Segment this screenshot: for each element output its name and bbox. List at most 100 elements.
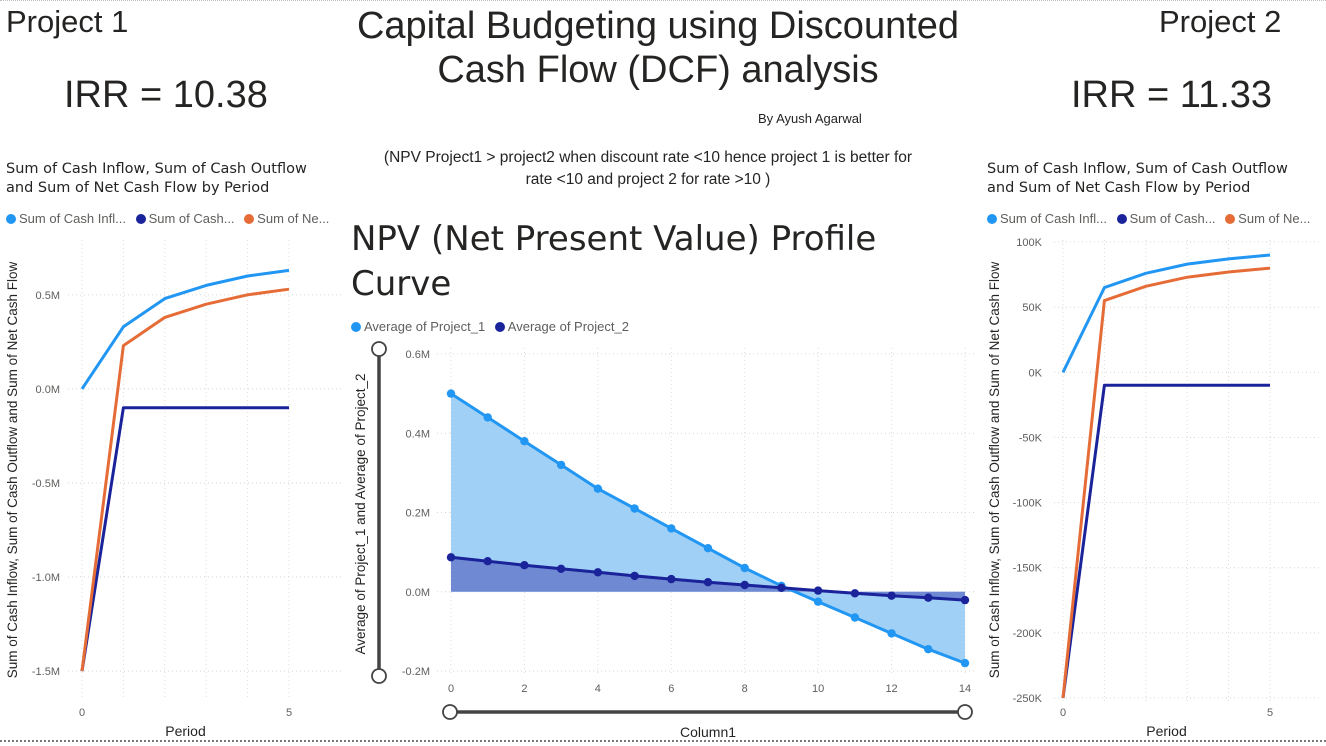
x-tick-label: 0 [448, 683, 454, 695]
page-title: Capital Budgeting using Discounted Cash … [340, 4, 976, 92]
x-tick-label: 5 [286, 707, 292, 719]
y-tick-label: -1.5M [32, 666, 60, 678]
legend-dot [135, 214, 146, 224]
project1-legend[interactable]: Sum of Cash Infl... Sum of Cash... Sum o… [6, 211, 335, 226]
data-point [850, 589, 860, 598]
x-axis-title: Period [165, 723, 205, 739]
npv-chart-title-line2: Curve [351, 264, 452, 304]
x-zoom-slider-handle[interactable] [957, 704, 973, 720]
project2-irr: IRR = 11.33 [1071, 74, 1273, 116]
project2-legend[interactable]: Sum of Cash Infl... Sum of Cash... Sum o… [987, 211, 1316, 226]
x-tick-label: 5 [1267, 707, 1273, 719]
npv-chart-title-line1: NPV (Net Present Value) Profile [351, 219, 877, 259]
project2-chart-title-line2: and Sum of Net Cash Flow by Period [987, 180, 1251, 196]
legend-item-net[interactable]: Sum of Ne... [244, 211, 329, 226]
series-line [80, 406, 289, 672]
npv-profile-chart[interactable]: -0.2M 0.0M 0.2M 0.4M 0.6M 0 2 4 6 8 10 12 14 Column1 A… [345, 336, 980, 741]
top-border [0, 0, 1326, 1]
y-tick-label: -1.0M [32, 572, 60, 584]
data-point [630, 571, 639, 581]
npv-legend[interactable]: Average of Project_1 Average of Project_… [351, 319, 635, 334]
y-tick-label: -50K [1019, 432, 1043, 444]
data-point [483, 413, 492, 422]
legend-item-project2[interactable]: Average of Project_2 [494, 319, 629, 334]
data-point [924, 593, 933, 602]
legend-label: Sum of Ne... [257, 211, 330, 226]
legend-item-outflow[interactable]: Sum of Cash... [1116, 211, 1216, 226]
y-tick-label: 50K [1022, 302, 1042, 314]
data-point [924, 645, 933, 654]
legend-item-inflow[interactable]: Sum of Cash Infl... [6, 211, 126, 226]
analysis-note-line1: (NPV Project1 > project2 when discount r… [383, 149, 913, 166]
project1-cashflow-chart[interactable]: -1.5M -1.0M -0.5M 0.0M 0.5M 0 5 Period Sum of Ca… [0, 230, 345, 742]
analysis-note-line2: rate <10 and project 2 for rate >10 ) [525, 171, 771, 188]
legend-dot [494, 322, 505, 332]
legend-dot [987, 214, 997, 224]
author: By Ayush Agarwal [758, 111, 862, 126]
y-tick-label: 0.0M [406, 587, 430, 599]
x-tick-label: 10 [812, 683, 824, 695]
x-tick-label: 0 [79, 707, 85, 719]
project1-chart-title: Sum of Cash Inflow, Sum of Cash Outflow … [6, 160, 336, 198]
y-axis-title: Average of Project_1 and Average of Proj… [353, 374, 368, 655]
legend-label: Sum of Cash... [1129, 211, 1216, 226]
x-tick-label: 0 [1060, 707, 1066, 719]
y-tick-label: -100K [1013, 498, 1043, 510]
legend-item-inflow[interactable]: Sum of Cash Infl... [987, 211, 1107, 226]
data-point [593, 568, 603, 577]
data-point [520, 561, 529, 570]
page-title-line2: Cash Flow (DCF) analysis [437, 49, 879, 91]
y-tick-label: -200K [1013, 628, 1043, 640]
legend-dot [6, 214, 16, 224]
legend-label: Sum of Cash Infl... [19, 211, 126, 226]
project2-chart-title-line1: Sum of Cash Inflow, Sum of Cash Outflow [987, 161, 1288, 177]
legend-dot [244, 214, 255, 224]
x-zoom-slider-handle[interactable] [442, 704, 458, 720]
data-point [446, 389, 456, 398]
series-line [80, 268, 290, 390]
y-tick-label: 0.6M [406, 349, 430, 361]
y-axis-title: Sum of Cash Inflow, Sum of Cash Outflow … [987, 262, 1002, 679]
x-tick-label: 6 [668, 683, 674, 695]
project2-cashflow-chart[interactable]: -250K -200K -150K -100K -50K 0K 50K 100K 0 5 Perio… [982, 230, 1326, 742]
data-point [887, 591, 896, 600]
data-point [593, 484, 603, 493]
y-tick-label: 0.0M [36, 384, 60, 396]
legend-dot [1116, 214, 1127, 224]
data-point [887, 629, 896, 638]
y-tick-label: 100K [1016, 237, 1042, 249]
y-tick-label: -0.2M [402, 666, 430, 678]
y-axis-title: Sum of Cash Inflow, Sum of Cash Outflow … [5, 262, 20, 679]
legend-item-net[interactable]: Sum of Ne... [1225, 211, 1310, 226]
data-point [520, 437, 529, 446]
x-tick-label: 14 [959, 683, 971, 695]
legend-label: Average of Project_2 [507, 319, 629, 334]
project1-irr: IRR = 10.38 [64, 74, 268, 116]
legend-label: Sum of Cash Infl... [1000, 211, 1107, 226]
data-point [446, 553, 456, 562]
legend-item-outflow[interactable]: Sum of Cash... [135, 211, 235, 226]
analysis-note: (NPV Project1 > project2 when discount r… [354, 147, 942, 191]
legend-label: Sum of Ne... [1238, 211, 1311, 226]
y-zoom-slider-handle[interactable] [371, 341, 387, 357]
series-line [1061, 266, 1271, 699]
y-tick-label: -250K [1013, 693, 1043, 705]
project2-label: Project 2 [1159, 4, 1282, 39]
project1-label: Project 1 [6, 4, 129, 39]
bottom-border [0, 740, 1326, 742]
x-tick-label: 8 [742, 683, 748, 695]
data-point [667, 524, 676, 533]
page-title-line1: Capital Budgeting using Discounted [356, 5, 960, 47]
npv-chart-title: NPV (Net Present Value) Profile Curve [351, 217, 876, 307]
data-point [813, 597, 823, 606]
series-line [80, 287, 290, 672]
y-tick-label: -0.5M [32, 478, 60, 490]
data-point [556, 460, 566, 470]
legend-dot [351, 322, 361, 332]
data-point [703, 544, 713, 553]
data-point [740, 580, 749, 590]
y-tick-label: 0.5M [36, 290, 60, 302]
legend-item-project1[interactable]: Average of Project_1 [351, 319, 485, 334]
y-zoom-slider-handle[interactable] [371, 668, 387, 684]
x-axis-title: Period [1146, 723, 1186, 739]
